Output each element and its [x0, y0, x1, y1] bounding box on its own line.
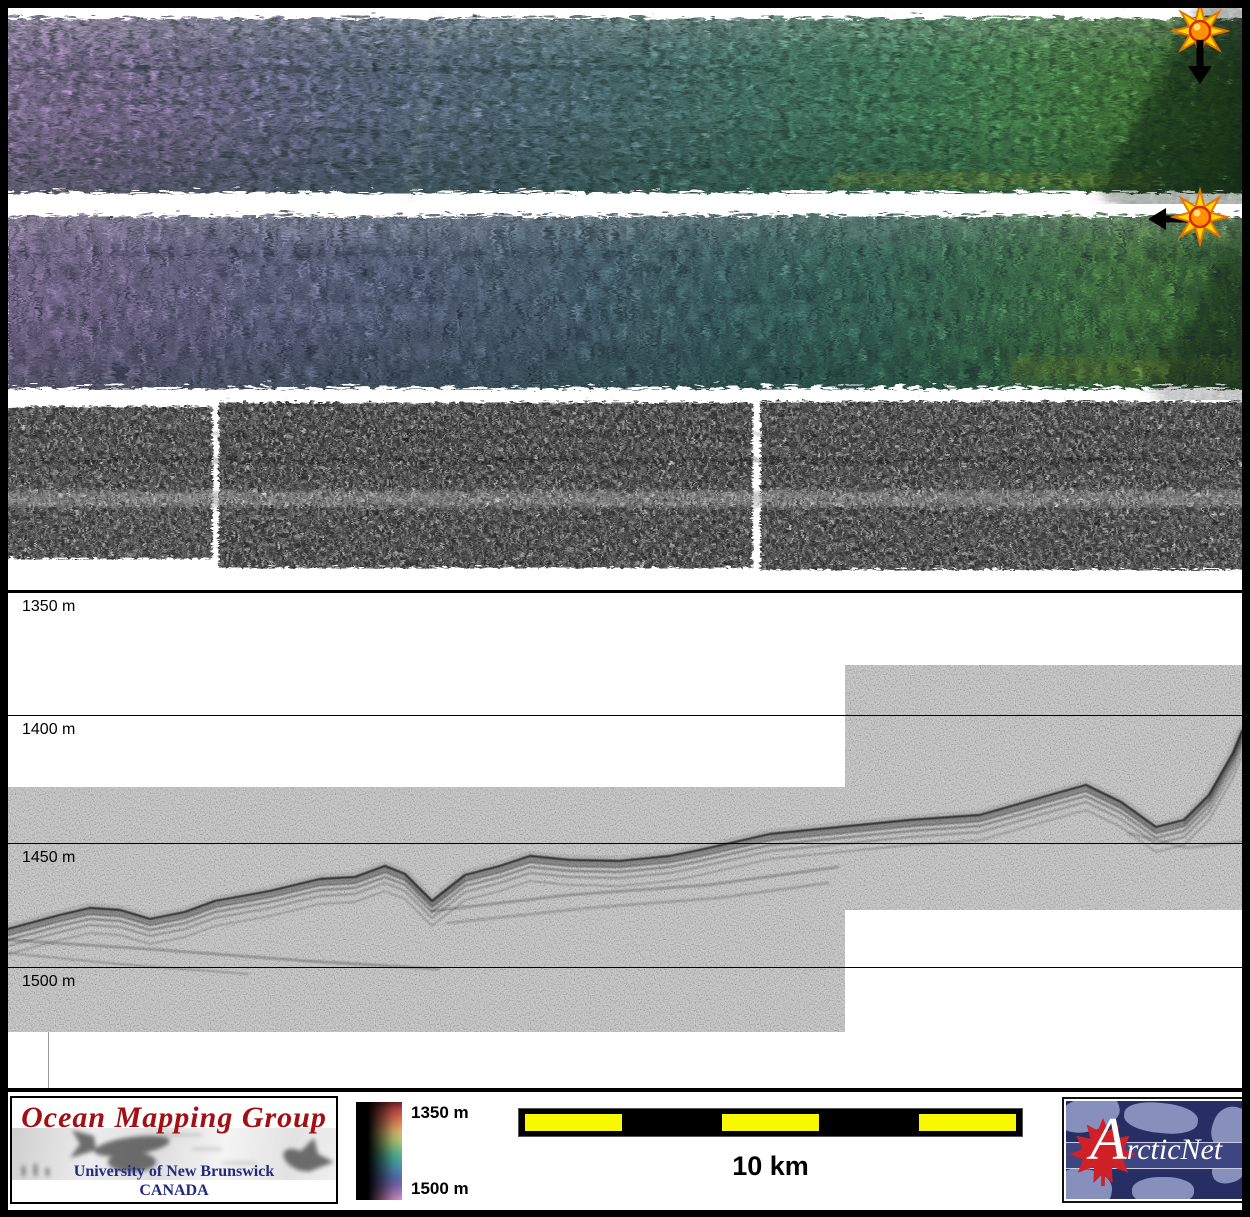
omg-university: University of New Brunswick	[73, 1163, 275, 1181]
maple-leaf-icon	[1069, 1117, 1137, 1187]
footer-legend-bar: Ocean Mapping Group University of New Br…	[8, 1092, 1242, 1210]
arctic-landmass	[1132, 1177, 1194, 1199]
scalebar-segment-yellow	[919, 1114, 1016, 1131]
subbottom-reflector-overlay	[8, 726, 1242, 976]
bathymetry-swath-1	[8, 8, 1242, 204]
bathymetry-swath-2	[8, 212, 1242, 400]
omg-title: Ocean Mapping Group	[21, 1101, 327, 1134]
depth-label-1450: 1450 m	[22, 849, 76, 866]
subbottom-profile-panel: 1350 m 1400 m 1450 m 1500 m	[8, 590, 1242, 1092]
omg-watermark	[12, 1128, 336, 1180]
arcticnet-rest: rcticNet	[1126, 1133, 1223, 1166]
gridline-1400m	[8, 715, 1242, 716]
seismic-noise-blocks	[8, 665, 1242, 1032]
depth-label-1350: 1350 m	[22, 598, 76, 615]
scalebar-segment-yellow	[525, 1114, 622, 1131]
gridline-1450m	[8, 843, 1242, 844]
depth-colorbar: 1350 m 1500 m	[356, 1102, 483, 1200]
map-scalebar: 10 km	[518, 1108, 1023, 1182]
depth-label-1400: 1400 m	[22, 721, 76, 738]
fish-silhouettes	[22, 1130, 334, 1176]
omg-logo: Ocean Mapping Group University of New Br…	[10, 1096, 338, 1204]
depth-label-1500: 1500 m	[22, 973, 76, 990]
colorbar-hillshade-overlay	[356, 1102, 402, 1200]
trace-artifact-line	[48, 1032, 49, 1088]
sun-direction-icon-down	[1169, 8, 1231, 84]
colorbar-shallow-label: 1350 m	[411, 1103, 469, 1122]
gridline-1500m	[8, 967, 1242, 968]
scalebar-segment-black	[820, 1114, 918, 1131]
scalebar-segment-black	[623, 1114, 721, 1131]
arcticnet-initial: A	[1090, 1106, 1127, 1172]
scalebar-segment-yellow	[722, 1114, 819, 1131]
sun-direction-icon-left	[1148, 186, 1231, 248]
arrow-down-icon	[1188, 40, 1212, 84]
colorbar-deep-label: 1500 m	[411, 1179, 469, 1198]
depth-colorbar-gradient	[356, 1102, 402, 1200]
scalebar-segments	[518, 1108, 1023, 1137]
backscatter-strip	[8, 399, 1242, 567]
omg-country: CANADA	[139, 1181, 209, 1199]
scalebar-label: 10 km	[732, 1151, 809, 1181]
